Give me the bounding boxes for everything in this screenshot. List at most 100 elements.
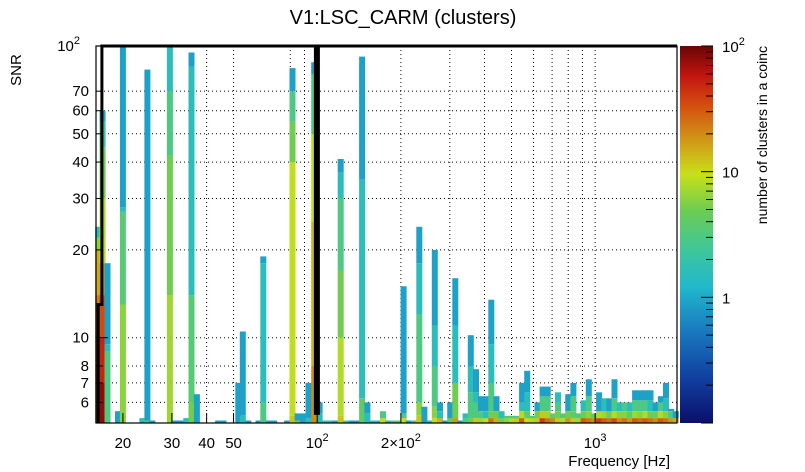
heatmap-cell	[215, 420, 222, 423]
heatmap-cell	[508, 415, 515, 419]
heatmap-cell	[483, 411, 490, 419]
heatmap-cell	[478, 411, 484, 419]
heatmap-cell	[473, 418, 479, 423]
heatmap-cell	[144, 420, 151, 423]
heatmap-cell	[359, 398, 366, 423]
x-tick-label: 102	[306, 432, 329, 452]
heatmap-cell	[632, 418, 639, 423]
heatmap-cell	[544, 418, 551, 423]
heatmap-cell	[239, 331, 246, 416]
heatmap-cell	[570, 418, 577, 423]
heatmap-cell	[483, 396, 490, 412]
heatmap-cell	[260, 256, 267, 264]
chart-title: V1:LSC_CARM (clusters)	[290, 7, 517, 29]
heatmap-cell	[652, 411, 659, 419]
heatmap-cell	[467, 418, 474, 423]
heatmap-cell	[663, 398, 669, 412]
y-tick-label: 40	[72, 154, 89, 171]
heatmap-cell	[354, 420, 360, 423]
heatmap-cell	[99, 337, 106, 383]
heatmap-cell	[380, 418, 386, 423]
heatmap-cell	[672, 411, 679, 419]
heatmap-cell	[580, 418, 587, 423]
heatmap-cell	[503, 415, 510, 419]
heatmap-cell	[626, 411, 633, 419]
heatmap-cell	[663, 411, 669, 419]
heatmap-cell	[437, 402, 443, 412]
heatmap-cell	[601, 411, 608, 419]
heatmap-cell	[119, 304, 126, 423]
heatmap-cell	[570, 411, 577, 419]
heatmap-cell	[616, 411, 623, 419]
heatmap-cell	[400, 286, 407, 414]
heatmap-cell	[337, 159, 344, 172]
heatmap-cell	[560, 413, 567, 419]
heatmap-cell	[493, 396, 500, 412]
heatmap-cell	[549, 413, 556, 419]
heatmap-cell	[637, 390, 644, 401]
heatmap-cell	[235, 382, 242, 423]
heatmap-cell	[652, 418, 659, 423]
heatmap-cell	[565, 411, 572, 419]
x-tick-label: 103	[584, 432, 607, 452]
heatmap-cell	[188, 66, 195, 296]
heatmap-cell	[642, 400, 649, 412]
y-axis-label: SNR	[8, 54, 25, 86]
heatmap-cell	[289, 121, 296, 162]
heatmap-cell	[611, 398, 618, 412]
heatmap-cell	[616, 402, 623, 412]
heatmap-cell	[99, 382, 106, 423]
heatmap-cell	[606, 398, 613, 412]
heatmap-cell	[524, 411, 531, 419]
heatmap-cell	[183, 418, 190, 423]
heatmap-cell	[416, 263, 423, 315]
heatmap-cell	[95, 226, 102, 238]
heatmap-cell	[405, 420, 412, 423]
heatmap-cell	[539, 418, 546, 423]
heatmap-cell	[539, 411, 546, 419]
heatmap-cell	[524, 418, 531, 423]
heatmap-cell	[294, 413, 301, 421]
heatmap-cell	[437, 418, 443, 423]
heatmap-cell	[652, 402, 659, 412]
heatmap-cell	[580, 411, 587, 419]
heatmap-cell	[519, 418, 526, 423]
grid-lines	[96, 45, 677, 423]
heatmap-cell	[621, 418, 628, 423]
heatmap-cell	[632, 411, 639, 419]
heatmap-cell	[488, 411, 495, 419]
heatmap-cell	[452, 325, 459, 383]
heatmap-cell	[549, 418, 556, 423]
heatmap-cell	[555, 392, 561, 403]
heatmap-cell	[621, 402, 628, 412]
heatmap-cell	[642, 390, 649, 401]
heatmap-cell	[534, 411, 541, 419]
heatmap-cell	[513, 415, 520, 419]
heatmap-cell	[616, 418, 623, 423]
y-tick-label: 10	[72, 330, 89, 347]
heatmap-cell	[462, 418, 469, 423]
heatmap-cell	[663, 418, 669, 423]
heatmap-cell	[337, 198, 344, 271]
heatmap-cell	[426, 420, 433, 423]
x-tick-label: 40	[198, 435, 215, 452]
heatmap-cell	[590, 418, 597, 423]
heatmap-cell	[590, 413, 597, 419]
y-tick-label: 8	[81, 358, 89, 375]
heatmap-cell	[260, 263, 267, 403]
heatmap-cell	[488, 418, 495, 423]
heatmap-cell	[529, 418, 536, 423]
heatmap-cell	[220, 420, 227, 423]
heatmap-cell	[166, 155, 173, 296]
heatmap-cell	[437, 411, 443, 419]
heatmap-cell	[647, 400, 654, 412]
heatmap-cell	[416, 314, 423, 403]
heatmap-cell	[647, 411, 654, 419]
heatmap-cell	[431, 406, 438, 419]
heatmap-cell	[611, 418, 618, 423]
heatmap-cell	[431, 325, 438, 366]
heatmap-cell	[172, 420, 179, 423]
y-axis-ticks: 6 78 10 20 30 40 50 60 70 102	[57, 35, 108, 411]
heatmap-cell	[555, 411, 561, 419]
